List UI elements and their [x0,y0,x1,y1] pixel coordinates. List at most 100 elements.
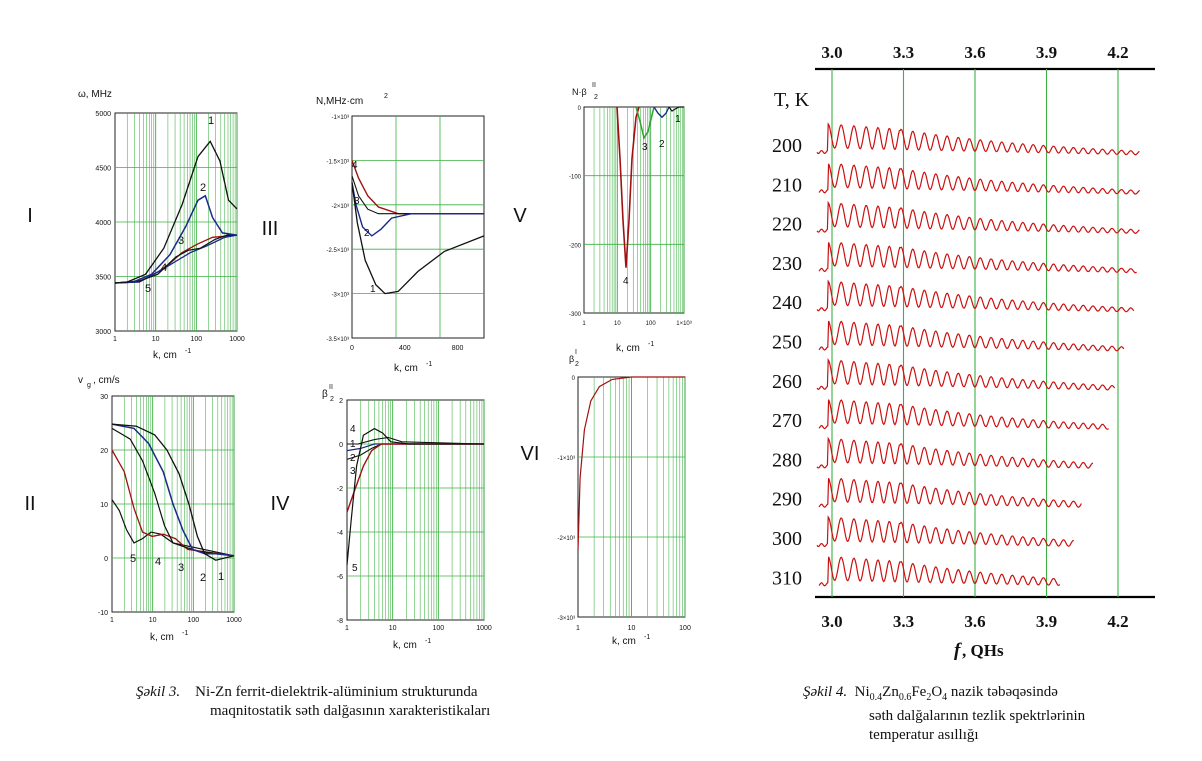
ytick-label: 2 [339,398,343,405]
panel-v-ysup: II [592,82,596,89]
temperature-label: 220 [772,214,802,236]
ytick-label: -1×10³ [331,115,349,121]
temperature-label: 230 [772,253,802,275]
panel-vi-xlabel: k, cm [612,636,636,647]
bottom-tick-label: 3.9 [1036,612,1057,631]
curve-label: 2 [364,228,370,239]
curve-3 [635,106,655,140]
temperature-label: 260 [772,371,802,393]
curve-label: 4 [155,556,161,568]
panel-iv-ysup: II [329,384,333,391]
panel-vi-ylabel: β [569,354,574,364]
ytick-label: 0 [104,556,108,563]
xtick-label: 100 [679,625,691,632]
xtick-label: 10 [149,617,157,624]
xtick-label: 100 [187,617,199,624]
ytick-label: -2×10³ [557,536,575,542]
ytick-label: -10 [98,610,108,617]
temperature-label: 200 [772,135,802,157]
panel-iv-xlabel: k, cm [393,640,417,651]
x-axis-f: f [954,640,962,661]
t-header: T, K [774,89,810,111]
curve-3 [114,234,237,284]
curve-label: 5 [145,283,151,295]
figure-4: 3.0 3.3 3.6 3.9 4.2 3.0 3.3 3.6 3.9 4.2 T, K 200 210… [772,43,1155,661]
spectrum-trace [818,477,1082,508]
curve-label: 2 [200,182,206,194]
bottom-tick-label: 4.2 [1107,612,1128,631]
panel-i-xexp: -1 [185,348,191,355]
ytick-label: 3000 [95,329,111,336]
curve-label: 1 [218,571,224,583]
curve-5 [111,499,235,557]
ytick-label: -6 [337,574,343,581]
spectrum-trace [818,399,1109,430]
panel-ii-xexp: -1 [182,630,188,637]
panel-iii-xlabel: k, cm [394,363,418,374]
panel-ii-ylabel: v [78,375,83,386]
xtick-label: 100 [432,625,444,632]
panel-vi-ysup: I [575,349,577,356]
figure-3-caption-line2: maqnitostatik səth dalğasının xarakteris… [210,703,491,719]
spectrum-trace [816,436,1094,469]
spectrum-trace [818,556,1061,587]
panel-i-grid [115,113,238,331]
temperature-label: 270 [772,410,802,432]
curve-4 [616,106,640,268]
temperature-label: 290 [772,489,802,511]
spectrum-trace [818,320,1125,352]
spectrum-trace [816,279,1135,313]
curve-label: 1 [350,439,356,450]
xtick-label: 400 [399,345,411,352]
panel-v-ysub: 2 [594,94,598,101]
curve-label: 3 [178,235,184,247]
panel-roman-i: I [27,205,33,227]
curve-label: 2 [350,453,356,464]
xtick-label: 1000 [229,336,245,343]
xtick-label: 1 [345,625,349,632]
curve-label: 4 [352,160,358,171]
ytick-label: 20 [100,448,108,455]
temperature-label: 280 [772,449,802,471]
ytick-label: -8 [337,618,343,625]
xtick-label: 1×10³ [676,321,692,327]
curve-label: 3 [642,142,648,153]
curve-label: 1 [675,114,681,125]
curve-5 [346,427,484,566]
x-axis-unit: , QHs [962,641,1004,660]
panel-roman-iv: IV [271,493,291,515]
curve-1 [351,182,485,295]
panel-vi-ysub: 2 [575,361,579,368]
top-tick-label: 3.6 [964,43,985,62]
xtick-label: 1 [113,336,117,343]
xtick-label: 10 [628,625,636,632]
ytick-label: -1×10³ [557,456,575,462]
panel-iii: N,MHz·cm 2 -1×10³ -1.5×10³ -2×10³ -2.5×10³ -3×… [316,93,485,374]
ytick-label: 0 [578,106,582,112]
curve-label: 1 [370,284,376,295]
bottom-tick-label: 3.0 [821,612,842,631]
curve-label: 2 [200,572,206,584]
curve-4 [111,449,235,557]
ytick-label: -1.5×10³ [326,159,349,165]
panel-ii-yunit: , cm/s [93,375,120,386]
curve-label: 1 [208,115,214,127]
ytick-label: 4500 [95,166,111,173]
ytick-label: -2.5×10³ [326,248,349,254]
panel-vi-grid [578,377,686,617]
xtick-label: 1 [582,321,586,327]
curve-label: 4 [623,276,629,287]
xtick-label: 1 [576,625,580,632]
temperature-label: 310 [772,567,802,589]
curve-2 [351,182,484,237]
ytick-label: -2×10³ [331,204,349,210]
curve-label: 4 [350,424,356,435]
curve-label: 4 [161,262,167,274]
xtick-label: 10 [614,321,621,327]
panel-iv-xexp: -1 [425,638,431,645]
curve-2 [114,194,238,284]
top-tick-label: 3.9 [1036,43,1057,62]
panel-roman-ii: II [24,493,35,515]
spectrum-trace [818,163,1141,195]
